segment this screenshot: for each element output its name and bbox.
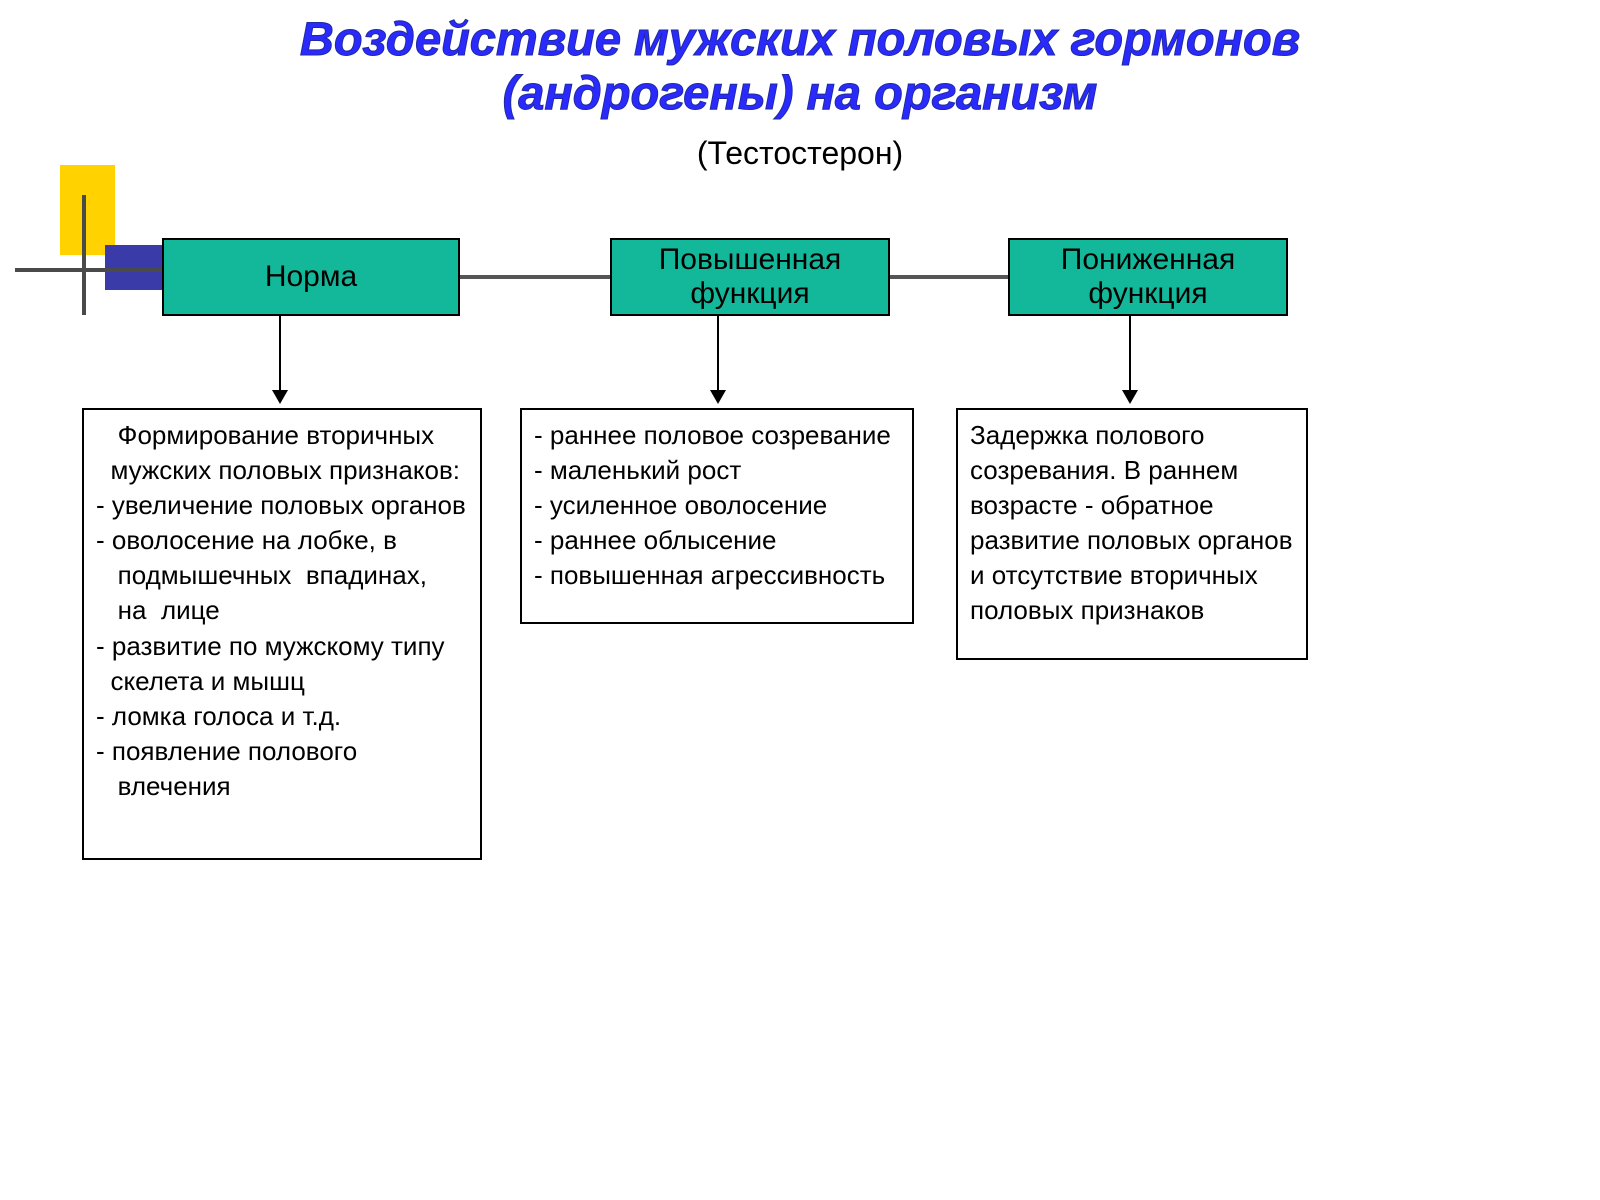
arrow-line — [717, 316, 719, 392]
arrow-head-icon — [1122, 390, 1138, 404]
logo-horizontal-line — [15, 268, 165, 272]
header-connector — [460, 275, 610, 279]
logo-yellow-square — [60, 165, 115, 255]
header-connector — [890, 275, 1008, 279]
content-box-norm: Формирование вторичных мужских половых п… — [82, 408, 482, 860]
arrow-head-icon — [272, 390, 288, 404]
arrow-line — [279, 316, 281, 392]
content-box-high: - раннее половое созревание - маленький … — [520, 408, 914, 624]
header-box-norm: Норма — [162, 238, 460, 316]
header-box-label: Повышенная функция — [659, 243, 842, 312]
header-box-low: Пониженная функция — [1008, 238, 1288, 316]
header-box-high: Повышенная функция — [610, 238, 890, 316]
header-box-label: Пониженная функция — [1061, 243, 1235, 312]
slide-subtitle: (Тестостерон) — [0, 135, 1600, 172]
slide-stage: Воздействие мужских половых гормонов (ан… — [0, 0, 1600, 1200]
header-box-label: Норма — [265, 260, 357, 295]
arrow-line — [1129, 316, 1131, 392]
slide-title: Воздействие мужских половых гормонов (ан… — [0, 12, 1600, 120]
arrow-head-icon — [710, 390, 726, 404]
content-box-low: Задержка полового созревания. В раннем в… — [956, 408, 1308, 660]
logo-vertical-line — [82, 195, 86, 315]
